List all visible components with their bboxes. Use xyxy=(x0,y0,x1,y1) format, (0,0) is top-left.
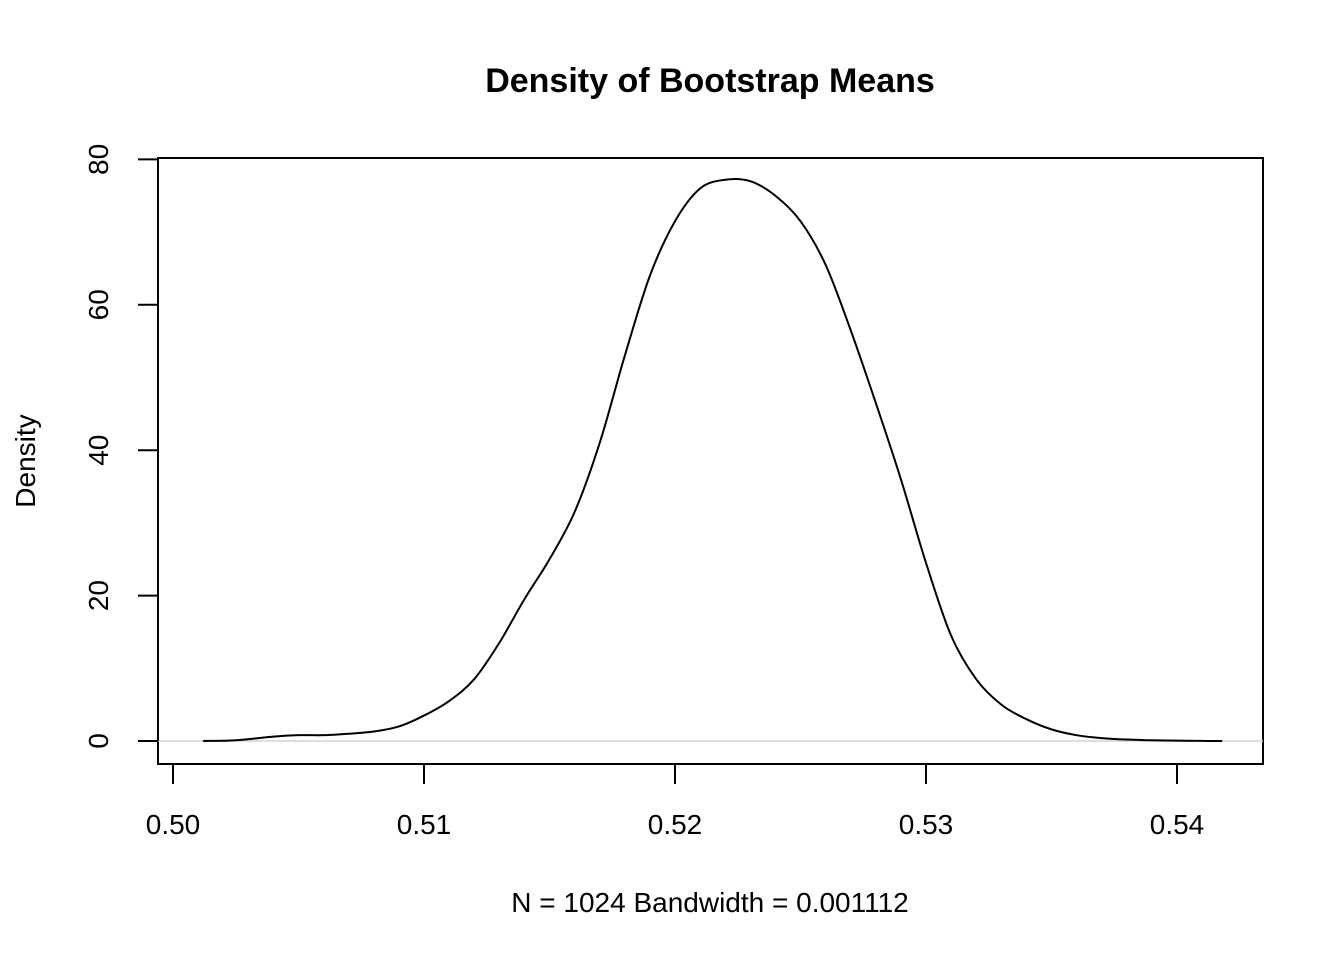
x-tick-label: 0.52 xyxy=(648,809,703,840)
y-tick-label: 0 xyxy=(83,733,114,749)
density-curve xyxy=(203,177,1223,742)
y-tick-label: 80 xyxy=(83,144,114,175)
y-tick-label: 20 xyxy=(83,580,114,611)
x-tick-label: 0.54 xyxy=(1150,809,1205,840)
plot-frame xyxy=(157,157,1264,765)
x-tick-label: 0.51 xyxy=(397,809,452,840)
x-axis-label: N = 1024 Bandwidth = 0.001112 xyxy=(511,887,909,918)
y-axis-label: Density xyxy=(10,414,41,507)
y-tick-label: 60 xyxy=(83,289,114,320)
chart-title: Density of Bootstrap Means xyxy=(485,62,935,100)
y-axis: 0 20 40 60 80 xyxy=(83,144,159,749)
x-tick-label: 0.53 xyxy=(899,809,954,840)
x-axis: 0.50 0.51 0.52 0.53 0.54 xyxy=(146,763,1205,840)
y-tick-label: 40 xyxy=(83,435,114,466)
x-tick-label: 0.50 xyxy=(146,809,201,840)
